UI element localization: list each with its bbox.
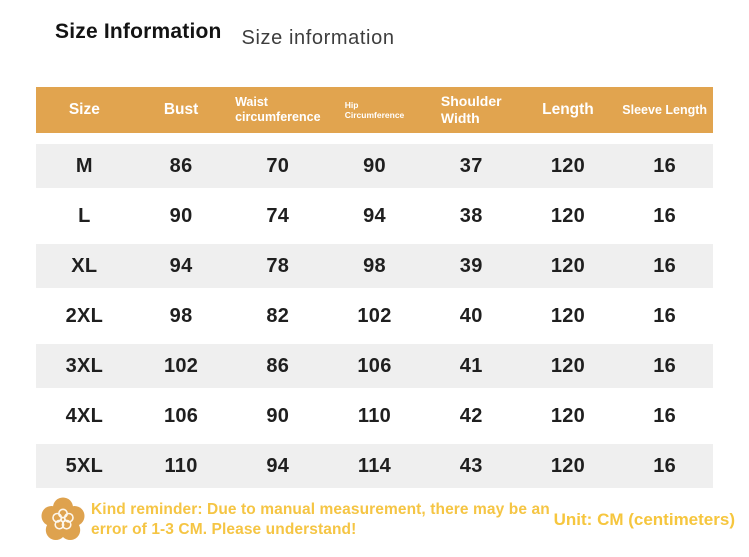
column-header-hip-circumference: Hip Circumference [344, 99, 405, 120]
table-cell: 42 [459, 404, 483, 427]
table-row-5xl: 5XL 110 94 114 43 120 16 [36, 441, 713, 491]
table-row-m: M 86 70 90 37 120 16 [36, 141, 713, 191]
table-cell: 120 [550, 304, 586, 327]
table-cell: 16 [653, 454, 677, 477]
title-row: Size Information Size information [55, 20, 395, 50]
table-cell: 106 [163, 404, 199, 427]
column-header-sleeve-length: Sleeve Length [622, 102, 708, 117]
reminder-text: Kind reminder: Due to manual measurement… [91, 500, 550, 538]
table-cell: 37 [459, 154, 483, 177]
table-cell: 90 [363, 154, 386, 177]
table-cell: 114 [357, 454, 392, 477]
table-cell: L [78, 204, 91, 227]
unit-label: Unit: CM (centimeters) [553, 510, 735, 529]
table-cell: 86 [169, 154, 193, 177]
page-title: Size Information [55, 20, 222, 43]
column-header-bust: Bust [163, 100, 199, 118]
footer-note: Kind reminder: Due to manual measurement… [38, 494, 735, 546]
table-cell: 4XL [65, 404, 104, 427]
table-cell: 94 [363, 204, 386, 227]
table-cell: 102 [163, 354, 199, 377]
table-row-4xl: 4XL 106 90 110 42 120 16 [36, 391, 713, 441]
column-header-size: Size [68, 100, 100, 118]
table-cell: 3XL [65, 354, 104, 377]
table-cell: 90 [169, 204, 193, 227]
page-subtitle: Size information [241, 27, 395, 49]
table-cell: 74 [266, 204, 290, 227]
table-cell: 39 [459, 254, 483, 277]
table-cell: 94 [266, 454, 290, 477]
column-header-shoulder-width: Shoulder Width [440, 93, 502, 126]
table-cell: 110 [164, 454, 198, 477]
table-cell: 40 [459, 304, 483, 327]
table-cell: 90 [266, 404, 290, 427]
table-header-row: Size Bust Waist circumference Hip Circum… [36, 87, 713, 133]
table-cell: 16 [653, 204, 677, 227]
table-cell: 98 [363, 254, 386, 277]
table-cell: 120 [550, 254, 586, 277]
column-header-waist-circumference: Waist circumference [235, 95, 321, 124]
table-cell: 106 [357, 354, 392, 377]
size-table: Size Bust Waist circumference Hip Circum… [36, 87, 713, 491]
table-cell: 78 [266, 254, 290, 277]
column-header-length: Length [542, 100, 594, 118]
table-cell: 120 [550, 204, 586, 227]
table-row-2xl: 2XL 98 82 102 40 120 16 [36, 291, 713, 341]
table-cell: 120 [550, 154, 586, 177]
table-row-l: L 90 74 94 38 120 16 [36, 191, 713, 241]
table-cell: 110 [357, 404, 392, 427]
table-cell: XL [71, 254, 98, 277]
table-cell: 16 [653, 404, 677, 427]
table-cell: 38 [459, 204, 483, 227]
table-row-3xl: 3XL 102 86 106 41 120 16 [36, 341, 713, 391]
table-cell: 2XL [65, 304, 104, 327]
table-cell: 102 [357, 304, 392, 327]
table-body: M 86 70 90 37 120 16 L 90 74 94 38 120 1… [36, 141, 713, 491]
flower-icon [41, 497, 85, 540]
table-cell: 120 [550, 454, 586, 477]
table-cell: 41 [459, 354, 483, 377]
table-cell: 120 [550, 404, 586, 427]
table-row-xl: XL 94 78 98 39 120 16 [36, 241, 713, 291]
table-cell: 86 [266, 354, 290, 377]
table-cell: 16 [653, 154, 677, 177]
table-cell: 16 [653, 304, 677, 327]
table-cell: 70 [266, 154, 290, 177]
table-cell: 94 [169, 254, 193, 277]
table-cell: 16 [653, 354, 677, 377]
table-cell: 16 [653, 254, 677, 277]
table-cell: 43 [459, 454, 483, 477]
table-cell: 82 [266, 304, 290, 327]
table-cell: 5XL [65, 454, 104, 477]
table-cell: 98 [169, 304, 193, 327]
table-cell: M [75, 154, 93, 177]
table-cell: 120 [550, 354, 586, 377]
